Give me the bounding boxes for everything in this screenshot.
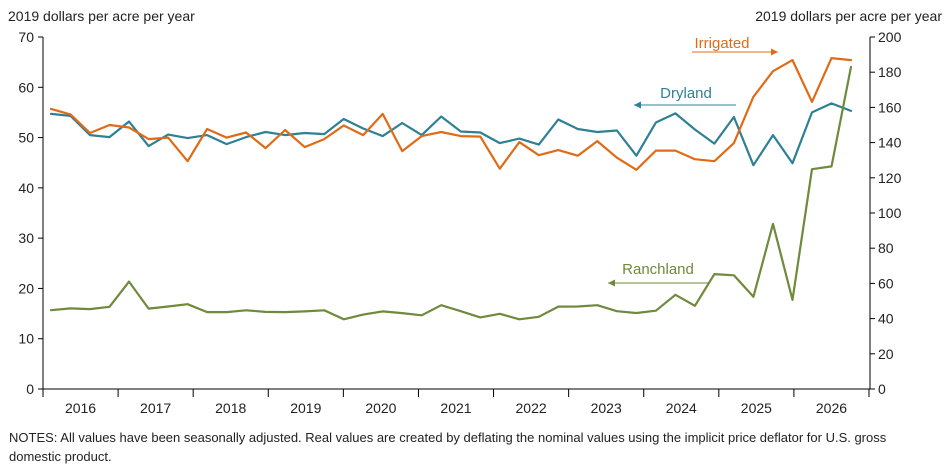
right-tick-label: 100	[878, 205, 902, 221]
right-tick-label: 180	[878, 64, 902, 80]
x-tick-label: 2020	[365, 400, 396, 416]
left-tick-label: 50	[18, 130, 34, 146]
x-tick-label: 2023	[591, 400, 622, 416]
right-tick-label: 120	[878, 170, 902, 186]
right-tick-label: 20	[878, 346, 894, 362]
annotation-label-ranchland: Ranchland	[622, 261, 694, 278]
annotation-arrowhead-dryland	[634, 101, 641, 109]
annotation-arrowhead-irrigated	[771, 48, 778, 56]
left-tick-label: 10	[18, 331, 34, 347]
series-line-ranchland	[49, 65, 853, 321]
annotation-label-dryland: Dryland	[660, 85, 712, 102]
x-tick-label: 2016	[65, 400, 96, 416]
left-axis-title: 2019 dollars per acre per year	[8, 8, 195, 24]
x-tick-label: 2021	[440, 400, 471, 416]
right-tick-label: 160	[878, 99, 902, 115]
annotation-arrowhead-ranchland	[608, 279, 615, 287]
right-tick-label: 0	[878, 381, 886, 397]
notes-text: NOTES: All values have been seasonally a…	[9, 430, 887, 464]
x-tick-label: 2026	[816, 400, 847, 416]
right-tick-label: 40	[878, 311, 894, 327]
left-tick-label: 70	[18, 29, 34, 45]
left-tick-label: 40	[18, 180, 34, 196]
series-line-irrigated	[49, 56, 853, 171]
right-axis-title: 2019 dollars per acre per year	[755, 8, 942, 24]
x-tick-label: 2022	[516, 400, 547, 416]
x-tick-label: 2024	[666, 400, 697, 416]
right-tick-label: 60	[878, 275, 894, 291]
left-tick-label: 0	[26, 381, 34, 397]
left-tick-label: 20	[18, 280, 34, 296]
annotation-label-irrigated: Irrigated	[694, 35, 749, 52]
left-tick-label: 30	[18, 230, 34, 246]
right-tick-label: 200	[878, 29, 902, 45]
left-tick-label: 60	[18, 79, 34, 95]
x-tick-label: 2017	[140, 400, 171, 416]
right-tick-label: 80	[878, 240, 894, 256]
x-tick-label: 2018	[215, 400, 246, 416]
x-tick-label: 2025	[741, 400, 772, 416]
right-tick-label: 140	[878, 135, 902, 151]
series-line-dryland	[49, 102, 853, 167]
x-tick-label: 2019	[290, 400, 321, 416]
